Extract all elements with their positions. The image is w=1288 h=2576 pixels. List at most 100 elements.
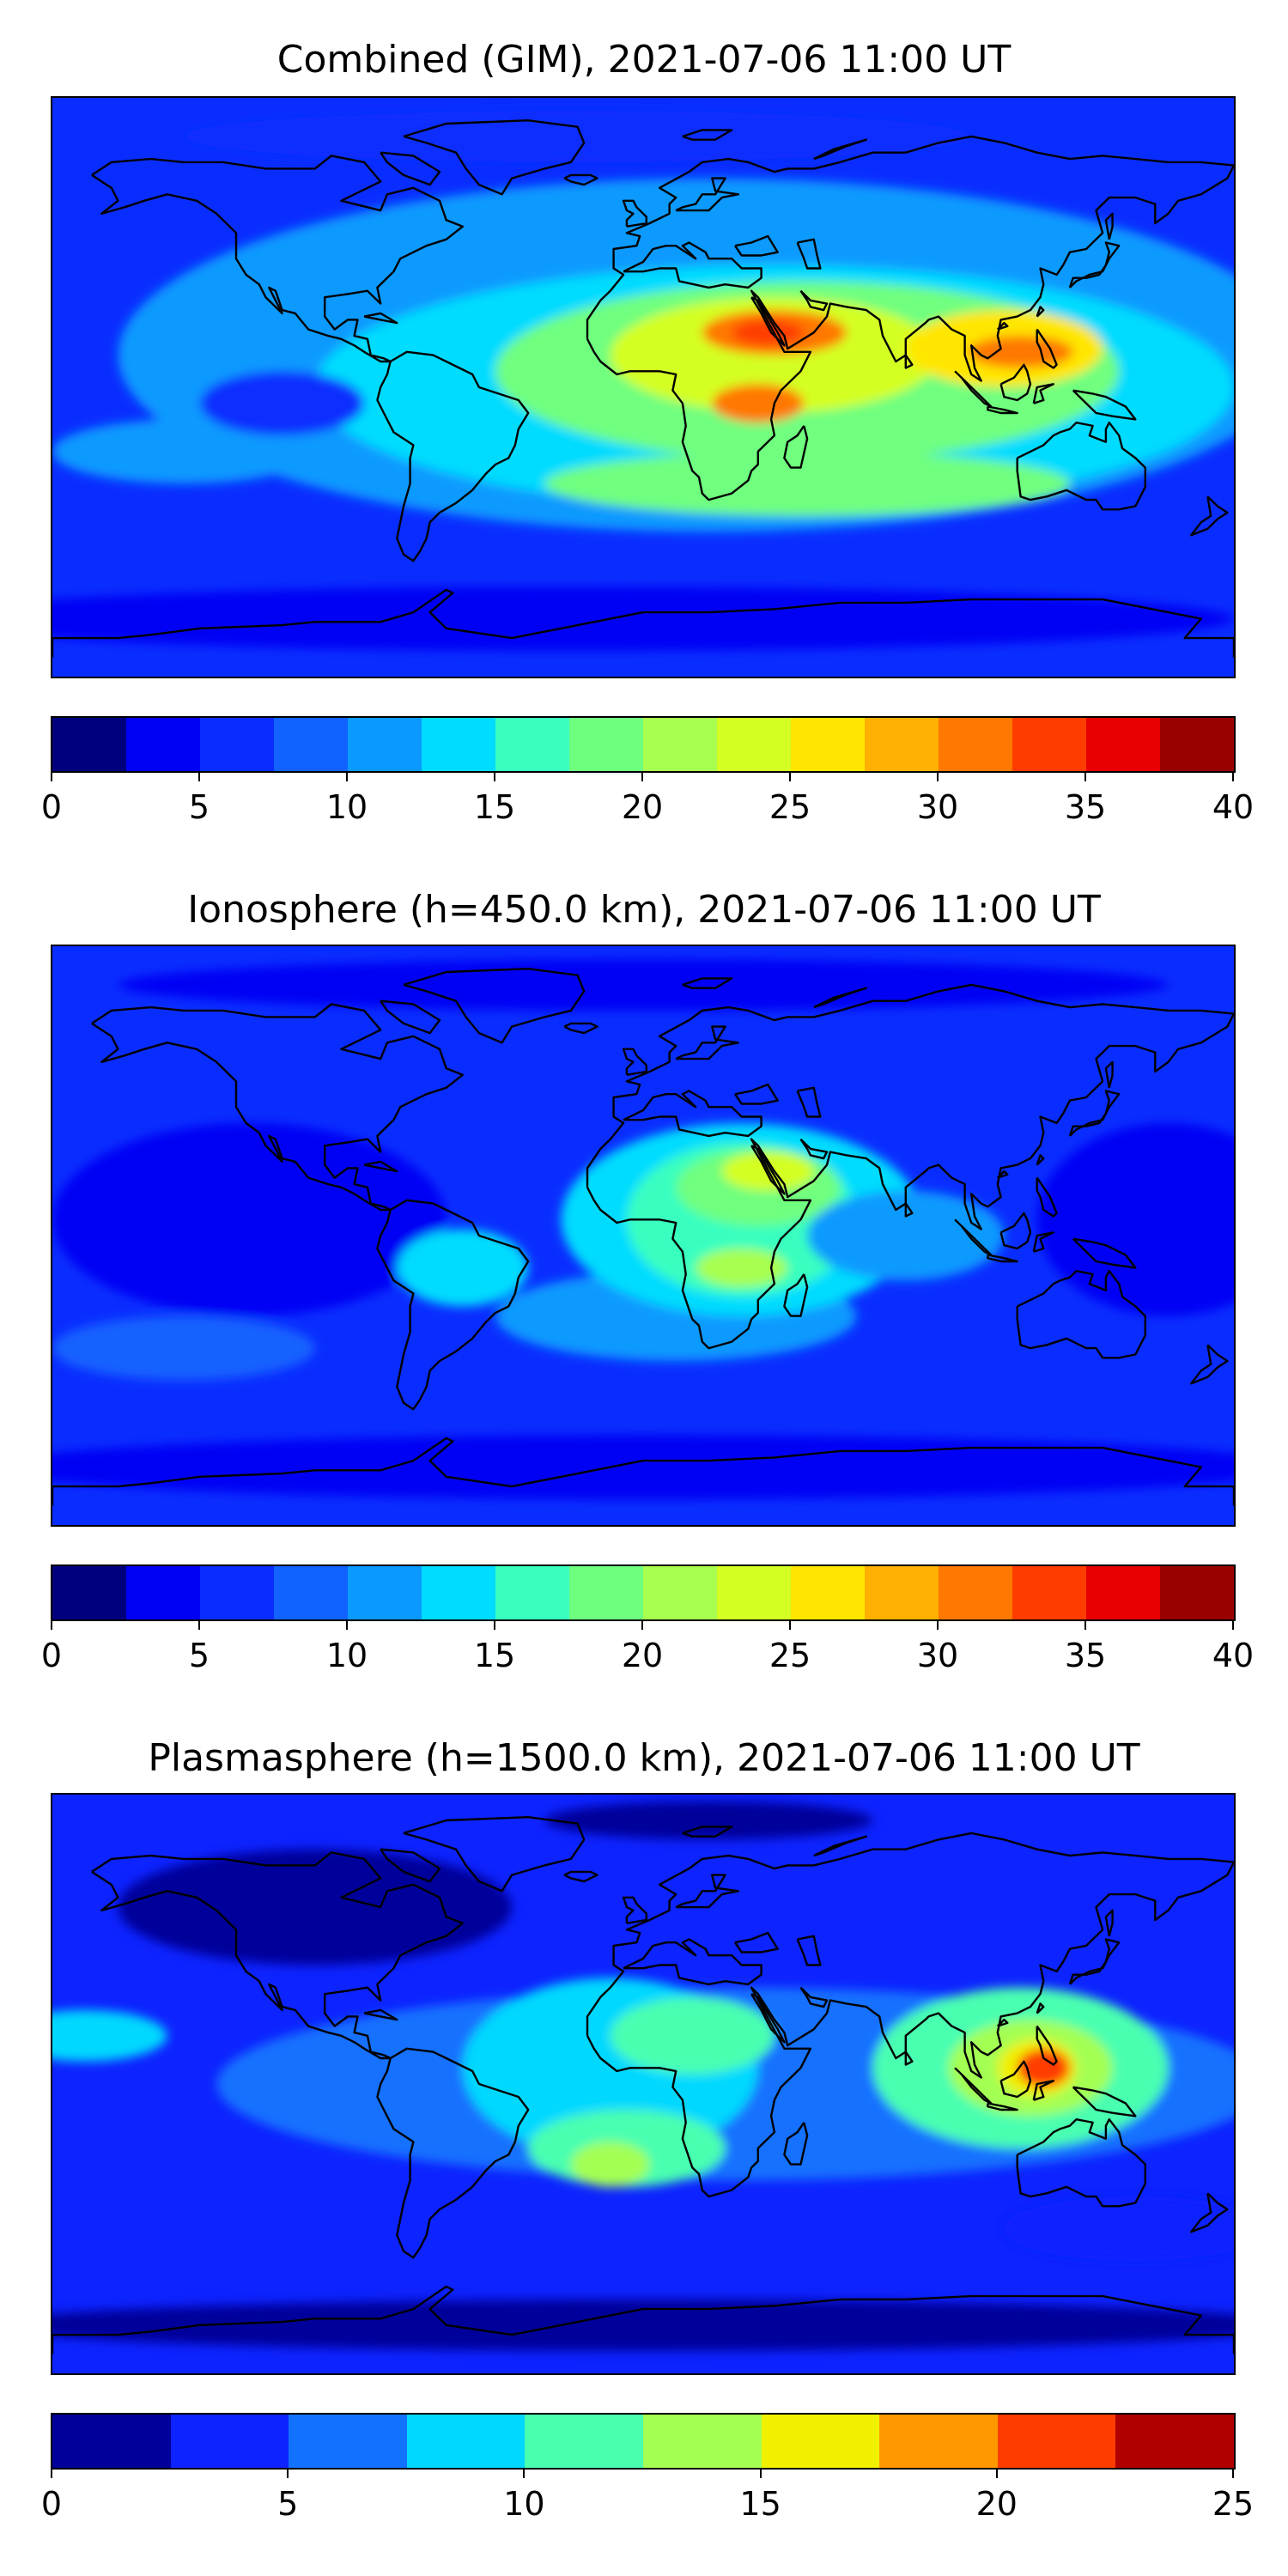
coastline-sakhalin	[1104, 1909, 1114, 1937]
colorbar-segment-0	[52, 2415, 171, 2468]
coastline-great-britain	[622, 1048, 647, 1076]
coastline-baltic-sea	[675, 1025, 739, 1060]
map-plasmasphere	[51, 1793, 1236, 2375]
coastline-madagascar	[783, 1273, 809, 1317]
colorbar-segment-3	[274, 1566, 348, 1619]
coastline-philippines	[1036, 1176, 1058, 1218]
coastline-sri-lanka	[904, 2050, 914, 2066]
colorbar-segment-1	[170, 2415, 289, 2468]
coastline-persian-gulf	[799, 1986, 829, 2008]
colorbar-segment-12	[939, 1566, 1012, 1619]
coastline-africa-eurasia	[586, 135, 1234, 501]
tec-region-south-america-band	[397, 1229, 529, 1307]
colorbar-segment-6	[495, 718, 569, 771]
colorbar-segment-14	[1086, 718, 1160, 771]
colorbar-segment-5	[422, 718, 495, 771]
colorbar-segment-0	[52, 1566, 126, 1619]
colorbar-segment-4	[348, 718, 422, 771]
tec-region-south-indian-band	[544, 451, 1070, 516]
colorbar-tick-label: 0	[40, 2485, 63, 2523]
colorbar-tick-label: 0	[40, 1637, 63, 1674]
coastline-persian-gulf	[799, 289, 829, 312]
tec-field	[52, 1801, 1234, 2351]
coastline-baltic-sea	[675, 1874, 739, 1909]
coastline-mediterranean	[623, 1090, 762, 1138]
colorbar-tick	[198, 773, 200, 781]
colorbar-tick	[198, 1621, 200, 1630]
colorbar-tick	[494, 773, 495, 781]
colorbar-tick-label: 15	[473, 1637, 516, 1674]
coastline-japan	[1068, 241, 1121, 289]
colorbar-segment-9	[717, 1566, 791, 1619]
tec-region-arctic-low	[118, 958, 1169, 1011]
colorbar-tick	[759, 2470, 762, 2478]
colorbar-tick-label: 15	[739, 2485, 781, 2523]
colorbar-tick-label: 0	[40, 788, 63, 826]
coastline-java	[987, 1254, 1018, 1263]
colorbar-tick-label: 35	[1064, 788, 1107, 826]
coastline-australia	[1016, 2118, 1147, 2208]
coastline-novaya-zemlya	[813, 138, 868, 161]
map-ionosphere	[51, 945, 1236, 1527]
coastline-japan	[1068, 1938, 1121, 1985]
colorbar-segment-8	[997, 2415, 1116, 2468]
tec-region-indian-ocean-band	[807, 1190, 1005, 1281]
colorbar-tick-label: 20	[975, 2485, 1018, 2523]
coastline-svalbard	[682, 129, 733, 141]
colorbar-combined	[51, 716, 1236, 773]
colorbar-segment-7	[879, 2415, 998, 2468]
coastline-new-zealand	[1190, 1344, 1229, 1385]
coastline-red-sea	[750, 296, 786, 347]
coastline-new-guinea	[1072, 1237, 1137, 1269]
colorbar-segment-1	[126, 718, 200, 771]
coastline-sumatra	[954, 370, 993, 408]
coastline-taiwan	[1036, 2002, 1045, 2014]
coastline-greenland	[403, 968, 586, 1044]
colorbar-plasmasphere	[51, 2413, 1236, 2470]
coastline-cuba	[363, 1160, 398, 1173]
tec-region-east-africa-crest	[712, 384, 805, 423]
colorbar-tick-label: 5	[188, 1637, 210, 1674]
colorbar-segment-12	[939, 718, 1012, 771]
coastline-sulawesi	[1032, 383, 1055, 404]
colorbar-segment-6	[761, 2415, 880, 2468]
coastline-south-america	[376, 350, 530, 562]
colorbar-tick-label: 40	[1212, 1637, 1255, 1674]
colorbar-segment-9	[717, 718, 791, 771]
coastline-novaya-zemlya	[813, 1835, 868, 1857]
colorbar-tick-label: 10	[503, 2485, 545, 2523]
colorbar-tick	[523, 2470, 526, 2478]
coastline-new-zealand	[1190, 2192, 1229, 2233]
colorbar-tick-label: 20	[621, 1637, 664, 1674]
coastline-cuba	[363, 2008, 398, 2021]
coastline-hainan	[996, 2018, 1009, 2027]
coastline-africa-eurasia	[586, 983, 1234, 1350]
coastline-australia	[1016, 1270, 1147, 1359]
coastline-mediterranean	[623, 1938, 762, 1986]
map-ionosphere-svg	[52, 946, 1234, 1525]
coastlines	[52, 968, 1234, 1506]
coastline-sri-lanka	[904, 354, 914, 369]
coastline-north-america	[91, 1851, 464, 2060]
colorbar-segment-13	[1012, 1566, 1086, 1619]
tec-region-west-pacific-band	[52, 2009, 167, 2062]
coastline-australia	[1016, 422, 1147, 511]
coastline-south-america	[376, 2047, 530, 2259]
coastline-black-sea	[734, 234, 779, 257]
colorbar-tick	[1232, 2470, 1234, 2478]
colorbar-tick	[789, 773, 791, 781]
colorbar-tick	[51, 2470, 52, 2478]
tec-region-east-pacific-low	[199, 371, 365, 436]
coastline-antarctica	[52, 1437, 1234, 1506]
coastline-iceland	[563, 1022, 598, 1035]
tec-region-south-pacific-low	[1004, 2196, 1234, 2261]
colorbar-tick	[1232, 773, 1234, 781]
coastline-sakhalin	[1104, 1060, 1114, 1089]
colorbar-tick-label: 25	[1212, 2485, 1255, 2523]
colorbar-segment-5	[422, 1566, 495, 1619]
colorbar-tick	[1084, 1621, 1086, 1630]
colorbar-tick	[937, 773, 939, 781]
colorbar-tick-label: 25	[769, 788, 811, 826]
coastline-baffin-island	[380, 999, 441, 1035]
colorbar-segment-8	[643, 1566, 717, 1619]
